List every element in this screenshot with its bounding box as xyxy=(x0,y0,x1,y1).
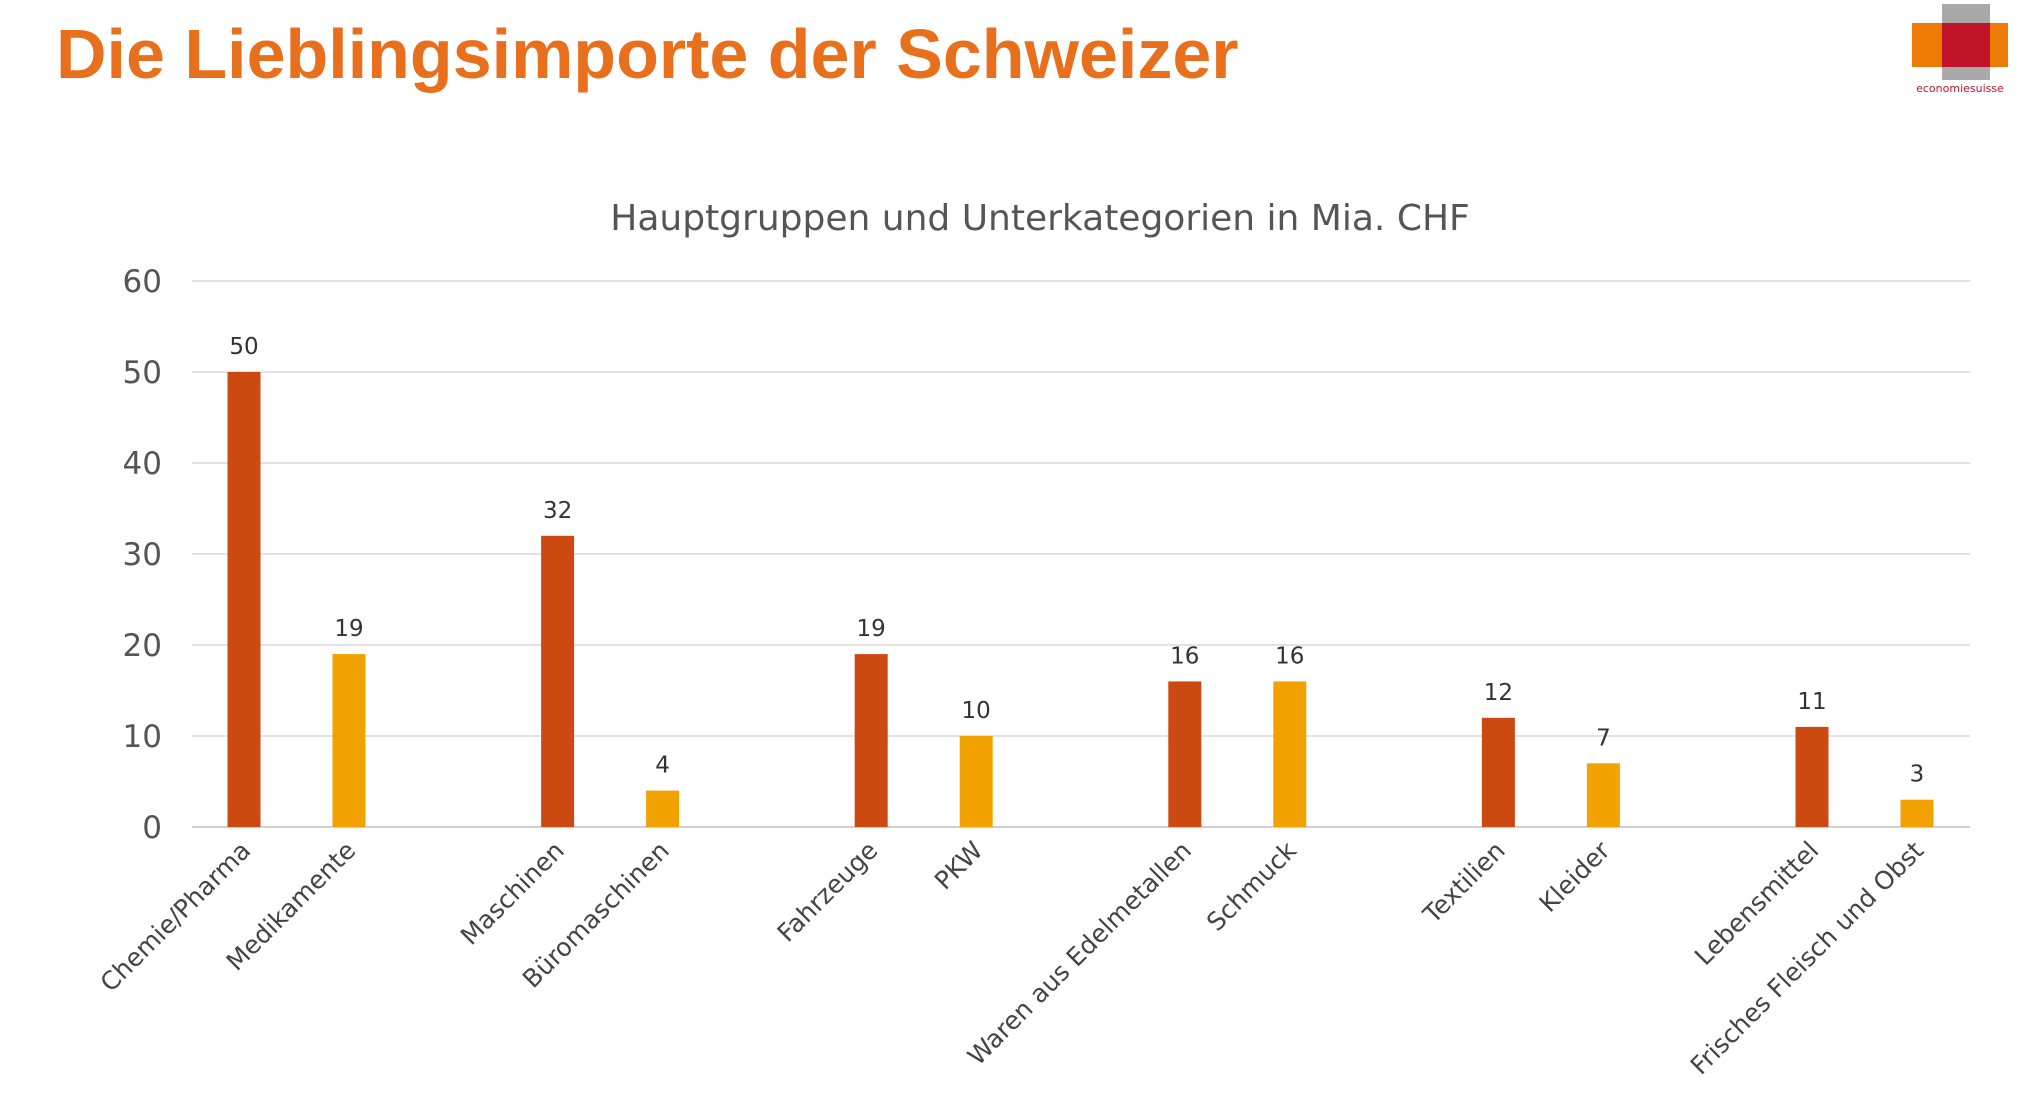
y-tick-label: 60 xyxy=(123,264,162,300)
y-tick-label: 40 xyxy=(123,446,162,482)
category-label: Chemie/Pharma xyxy=(95,836,257,998)
data-label: 3 xyxy=(1910,762,1925,788)
data-label: 16 xyxy=(1170,643,1199,669)
gridlines xyxy=(192,280,1970,828)
data-label: 12 xyxy=(1484,680,1513,706)
bars xyxy=(227,372,1934,827)
data-label: 32 xyxy=(543,498,572,524)
chart-title: Hauptgruppen und Unterkategorien in Mia.… xyxy=(610,198,1469,239)
bar-sub xyxy=(1586,763,1620,827)
y-tick-label: 0 xyxy=(142,810,162,846)
bar-main xyxy=(227,372,261,827)
y-tick-label: 10 xyxy=(123,719,162,755)
y-axis: 0 10 20 30 40 50 60 xyxy=(123,264,162,846)
bar-main xyxy=(854,654,888,827)
logo-text: economiesuisse xyxy=(1916,82,2004,95)
bar-sub xyxy=(1900,799,1934,827)
bar-sub xyxy=(332,654,366,827)
category-label: Waren aus Edelmetallen xyxy=(962,836,1197,1071)
data-label: 4 xyxy=(655,753,670,779)
bar-main xyxy=(1168,681,1202,827)
bar-sub xyxy=(959,736,993,827)
data-label: 19 xyxy=(857,616,886,642)
y-tick-label: 20 xyxy=(123,628,162,664)
category-label: Fahrzeuge xyxy=(772,836,884,948)
data-label: 10 xyxy=(962,698,991,724)
data-label: 11 xyxy=(1797,689,1826,715)
category-label: PKW xyxy=(929,836,989,896)
page-title: Die Lieblingsimporte der Schweizer xyxy=(56,15,1239,93)
data-label: 50 xyxy=(229,334,258,360)
data-label: 7 xyxy=(1596,725,1611,751)
category-label: Schmuck xyxy=(1201,835,1302,936)
category-label: Maschinen xyxy=(455,836,570,951)
data-label: 16 xyxy=(1275,643,1304,669)
bar-sub xyxy=(1273,681,1307,827)
category-label: Kleider xyxy=(1533,835,1616,918)
bar-main xyxy=(541,535,575,827)
bar-main xyxy=(1481,717,1515,827)
category-label: Textilien xyxy=(1417,836,1511,930)
bar-sub xyxy=(646,790,680,827)
economiesuisse-logo: economiesuisse xyxy=(1912,4,2008,96)
bar-main xyxy=(1795,726,1829,827)
data-labels: 50 19 32 4 19 10 16 16 12 7 11 3 xyxy=(229,334,1924,788)
y-tick-label: 50 xyxy=(123,355,162,391)
data-label: 19 xyxy=(334,616,363,642)
y-tick-label: 30 xyxy=(123,537,162,573)
